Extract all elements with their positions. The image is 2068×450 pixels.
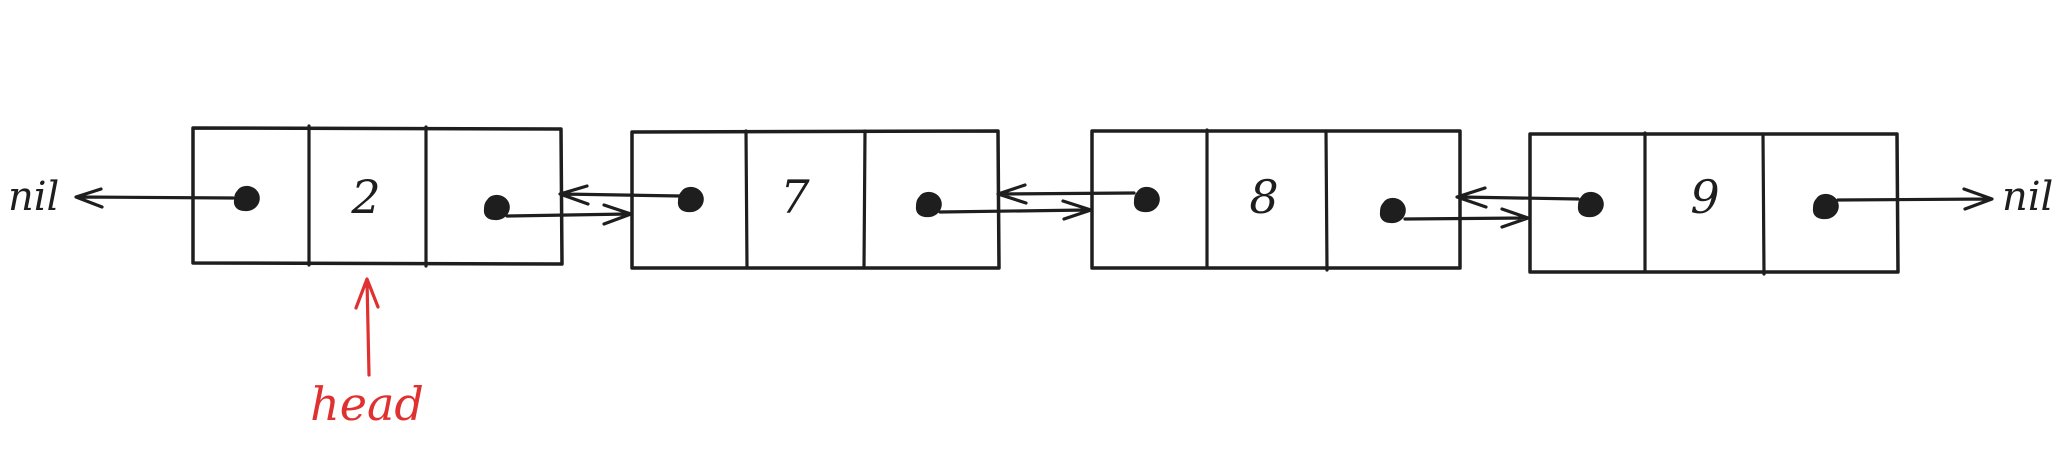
- node-value: 7: [780, 170, 810, 224]
- prev-pointer-dot: [1577, 191, 1604, 218]
- node-box: [191, 126, 564, 266]
- prev-arrow: [996, 183, 1136, 205]
- head-arrow: [354, 277, 380, 377]
- prev-pointer-dot: [233, 185, 260, 212]
- left-nil-label: nil: [8, 174, 59, 220]
- prev-arrow: [558, 184, 682, 206]
- node-value: 9: [1690, 170, 1719, 224]
- prev-pointer-dot: [677, 186, 704, 213]
- node-value: 2: [350, 170, 380, 224]
- list-node: 9: [1528, 131, 1900, 276]
- prev-arrow: [74, 187, 235, 209]
- prev-arrow: [1455, 186, 1580, 209]
- node-divider: [1761, 132, 1766, 276]
- next-pointer-dot: [915, 191, 942, 218]
- pointer-arrows: [74, 183, 1994, 229]
- next-pointer-dot: [1379, 197, 1406, 224]
- node-divider: [1324, 129, 1329, 272]
- next-arrow: [938, 199, 1093, 221]
- node-value: 8: [1249, 170, 1278, 224]
- right-nil-label: nil: [2002, 174, 2053, 220]
- list-node: 7: [630, 129, 1001, 270]
- node-box: [630, 129, 1001, 270]
- list-node: 2: [191, 124, 564, 268]
- node-box: [1090, 129, 1462, 270]
- node-box: [1528, 132, 1900, 274]
- node-divider: [744, 129, 749, 270]
- node-divider: [862, 129, 867, 270]
- next-arrow: [505, 203, 633, 226]
- prev-pointer-dot: [1133, 186, 1160, 213]
- head-label: head: [310, 377, 424, 431]
- next-pointer-dot: [1812, 193, 1839, 220]
- next-arrow: [1403, 207, 1530, 229]
- head-pointer: head: [310, 277, 424, 431]
- next-arrow: [1836, 187, 1994, 211]
- list-node: 8: [1090, 128, 1462, 272]
